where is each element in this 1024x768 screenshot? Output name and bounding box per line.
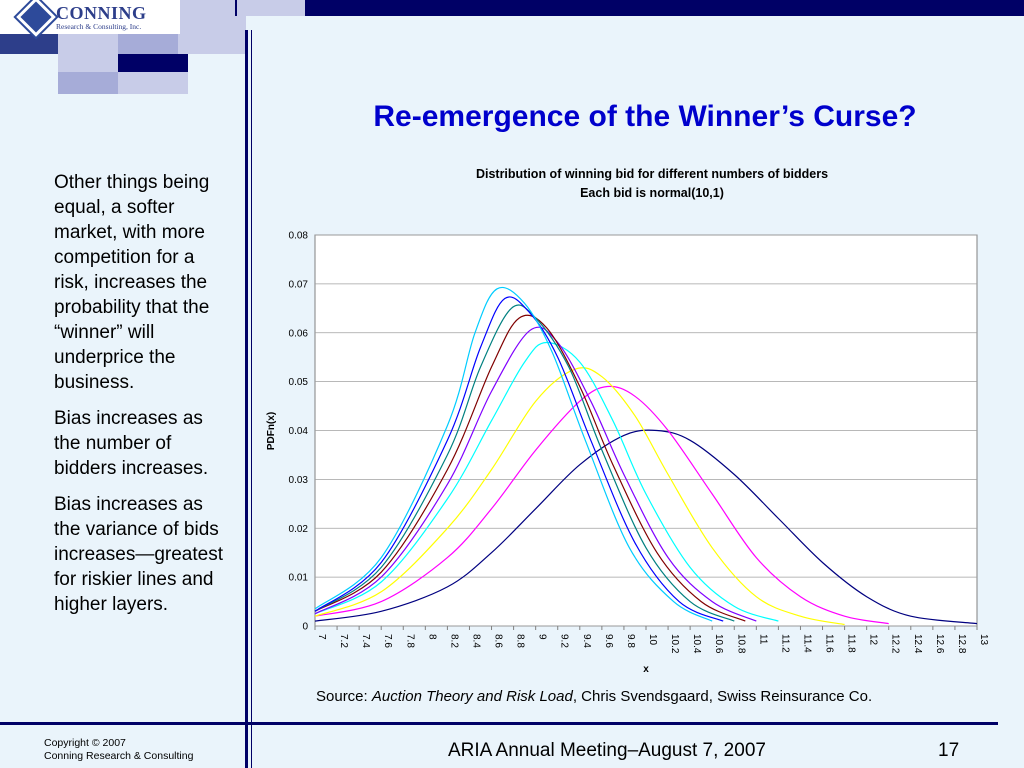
x-tick-label: 13	[978, 634, 989, 646]
x-tick-label: 7.2	[338, 634, 349, 648]
chart-subtitle: Each bid is normal(10,1)	[580, 186, 724, 200]
logo-subtitle: Research & Consulting, Inc.	[56, 22, 142, 31]
x-tick-label: 9.4	[581, 634, 592, 648]
x-tick-label: 11	[757, 634, 768, 645]
y-axis-label: PDFn(x)	[266, 412, 277, 450]
y-tick-label: 0.03	[289, 475, 309, 486]
y-axis-ticks: 0 0.01 0.02 0.03 0.04 0.05 0.06 0.07 0.08	[289, 231, 309, 633]
x-tick-label: 11.8	[846, 634, 857, 653]
bullet-text: Bias increases as the variance of bids i…	[54, 494, 223, 615]
vertical-divider-thin	[251, 30, 252, 768]
x-tick-label: 7.6	[382, 634, 393, 648]
x-tick-label: 8.6	[493, 634, 504, 648]
y-tick-label: 0.06	[289, 328, 309, 339]
footer-divider	[0, 722, 998, 725]
y-tick-label: 0.04	[289, 426, 309, 437]
footer-text: ARIA Annual Meeting–August 7, 2007	[448, 740, 766, 761]
series-line-3	[314, 367, 845, 626]
x-axis-label: x	[643, 664, 649, 675]
deco-square	[58, 54, 118, 72]
deco-square	[58, 34, 118, 54]
x-tick-label: 10.4	[691, 634, 702, 654]
y-tick-label: 0.05	[289, 377, 309, 388]
vertical-divider	[245, 30, 248, 768]
x-tick-label: 8	[426, 634, 437, 640]
source-title: Auction Theory and Risk Load	[371, 688, 573, 705]
deco-square	[58, 72, 118, 94]
winning-bid-chart: Distribution of winning bid for differen…	[266, 167, 989, 675]
y-tick-label: 0.01	[289, 573, 309, 584]
deco-square	[237, 0, 305, 16]
page-number: 17	[938, 740, 960, 761]
series-line-8	[314, 296, 724, 622]
copyright-line: Copyright © 2007	[44, 737, 126, 749]
conning-logo: CONNING Research & Consulting, Inc.	[0, 0, 180, 37]
x-tick-label: 9.8	[625, 634, 636, 648]
series-line-9	[314, 286, 713, 622]
series-line-1	[314, 429, 978, 625]
x-tick-label: 8.8	[515, 634, 526, 648]
y-tick-label: 0.07	[289, 279, 309, 290]
x-tick-label: 9	[537, 634, 548, 640]
logo-name: CONNING	[56, 3, 147, 23]
chart-title: Distribution of winning bid for differen…	[476, 167, 828, 181]
sidebar-text: Other things being equal, a softer marke…	[54, 170, 232, 628]
x-tick-label: 10.8	[735, 634, 746, 654]
x-tick-label: 8.2	[448, 634, 459, 648]
x-tick-label: 12.4	[912, 634, 923, 654]
bullet-text: Other things being equal, a softer marke…	[54, 172, 210, 393]
deco-square	[0, 34, 58, 54]
series-line-6	[314, 314, 746, 622]
x-tick-label: 12.8	[956, 634, 967, 654]
x-tick-label: 11.4	[801, 634, 812, 653]
x-tick-label: 10.6	[713, 634, 724, 654]
x-tick-label: 11.6	[824, 634, 835, 653]
x-tick-label: 9.2	[559, 634, 570, 648]
x-tick-label: 7.8	[404, 634, 415, 648]
x-tick-label: 12.2	[890, 634, 901, 654]
x-tick-label: 8.4	[470, 634, 481, 648]
source-prefix: Source:	[316, 688, 372, 705]
deco-square	[118, 54, 188, 72]
y-tick-label: 0	[302, 622, 308, 633]
source-citation: Source: Auction Theory and Risk Load, Ch…	[316, 688, 872, 705]
series-group	[314, 286, 978, 626]
slide-title: Re-emergence of the Winner’s Curse?	[373, 100, 917, 133]
deco-square	[180, 0, 235, 16]
x-tick-label: 10	[647, 634, 658, 646]
x-tick-label: 9.6	[603, 634, 614, 648]
x-tick-label: 12	[868, 634, 879, 646]
x-tick-label: 11.2	[779, 634, 790, 653]
deco-square	[178, 16, 246, 54]
bullet-text: Bias increases as the number of bidders …	[54, 408, 209, 479]
y-tick-label: 0.08	[289, 231, 309, 242]
diamond-logo-icon	[16, 0, 56, 37]
deco-square	[118, 72, 188, 94]
y-tick-label: 0.02	[289, 524, 309, 535]
source-rest: , Chris Svendsgaard, Swiss Reinsurance C…	[572, 688, 873, 705]
x-tick-label: 10.2	[669, 634, 680, 654]
x-tick-label: 12.6	[934, 634, 945, 654]
x-tick-label: 7.4	[360, 634, 371, 648]
series-line-2	[314, 385, 889, 625]
copyright: Copyright © 2007 Conning Research & Cons…	[44, 737, 193, 763]
x-axis-ticks: 7 7.2 7.4 7.6 7.8 8 8.2 8.4 8.6 8.8 9 9.2 9.4 9.6 9.8 1…	[314, 626, 989, 654]
copyright-line: Conning Research & Consulting	[44, 750, 194, 762]
x-tick-label: 7	[316, 634, 327, 640]
